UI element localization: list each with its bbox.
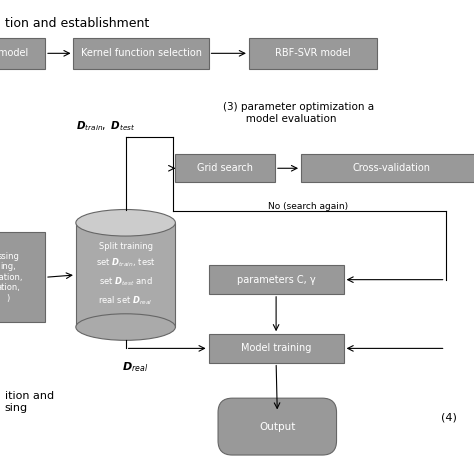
- Text: set $\boldsymbol{D}_{test}$ and: set $\boldsymbol{D}_{test}$ and: [99, 276, 153, 288]
- Text: No (search again): No (search again): [268, 202, 348, 210]
- Text: Grid search: Grid search: [197, 163, 253, 173]
- Text: (4): (4): [441, 412, 456, 422]
- Text: Model training: Model training: [241, 343, 311, 354]
- Bar: [76, 223, 175, 327]
- FancyBboxPatch shape: [175, 154, 275, 182]
- FancyBboxPatch shape: [209, 334, 344, 363]
- Text: R model: R model: [0, 48, 28, 58]
- Text: tion and establishment: tion and establishment: [5, 17, 149, 29]
- Text: $\boldsymbol{D}_{train}$$,\ \boldsymbol{D}_{test}$: $\boldsymbol{D}_{train}$$,\ \boldsymbol{…: [76, 119, 136, 133]
- Text: Cross-validation: Cross-validation: [352, 163, 430, 173]
- FancyBboxPatch shape: [0, 232, 45, 322]
- FancyBboxPatch shape: [73, 38, 209, 69]
- FancyBboxPatch shape: [209, 265, 344, 294]
- Text: $\boldsymbol{D}_{real}$: $\boldsymbol{D}_{real}$: [122, 360, 148, 374]
- Ellipse shape: [76, 314, 175, 340]
- Text: set $\boldsymbol{D}_{train}$, test: set $\boldsymbol{D}_{train}$, test: [96, 257, 155, 269]
- Text: parameters C, γ: parameters C, γ: [237, 274, 316, 285]
- Ellipse shape: [76, 210, 175, 236]
- Text: Output: Output: [259, 421, 295, 432]
- FancyBboxPatch shape: [0, 38, 45, 69]
- Text: real set $\boldsymbol{D}_{real}$: real set $\boldsymbol{D}_{real}$: [99, 295, 153, 307]
- Text: Kernel function selection: Kernel function selection: [81, 48, 201, 58]
- Text: Split training: Split training: [99, 242, 153, 251]
- FancyBboxPatch shape: [301, 154, 474, 182]
- Text: ition and
sing: ition and sing: [5, 391, 54, 413]
- Text: (3) parameter optimization a
       model evaluation: (3) parameter optimization a model evalu…: [223, 102, 374, 124]
- Text: RBF-SVR model: RBF-SVR model: [275, 48, 351, 58]
- Text: ssing
ing,
cation,
ation,
): ssing ing, cation, ation, ): [0, 252, 23, 302]
- FancyBboxPatch shape: [249, 38, 377, 69]
- FancyBboxPatch shape: [218, 398, 337, 455]
